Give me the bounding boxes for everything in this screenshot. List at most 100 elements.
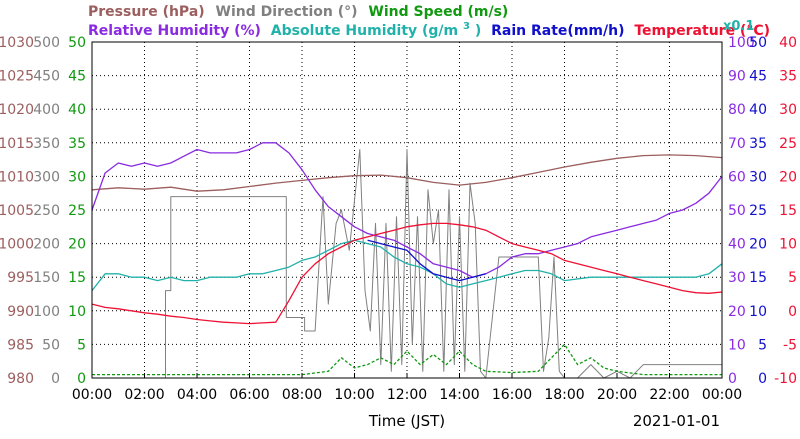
series-humidity-line <box>91 142 723 278</box>
y-tick-rain-rate: 5 <box>758 337 767 353</box>
y-tick-rain-rate: 0 <box>758 371 767 387</box>
y-tick-humidity: 80 <box>728 102 746 118</box>
series-wind-speed-line <box>92 343 722 376</box>
y-tick-wind-direction: 350 <box>33 136 60 152</box>
x-tick-label: 12:00 <box>387 387 427 403</box>
y-tick-temperature: 25 <box>779 136 797 152</box>
x-axis: 00:00 02:00 04:00 06:00 08:00 10:00 12:00 14:00… <box>72 373 742 403</box>
series-pressure-line <box>91 154 723 192</box>
y-tick-wind-direction: 400 <box>33 102 60 118</box>
x-tick-label: 04:00 <box>177 387 217 403</box>
y-tick-humidity: 40 <box>728 237 746 253</box>
x-tick-label: 18:00 <box>544 387 584 403</box>
y-tick-rain-rate: 20 <box>749 237 767 253</box>
y-tick-humidity: 10 <box>728 337 746 353</box>
y-tick-humidity: 0 <box>728 371 737 387</box>
y-tick-wind-speed: 20 <box>68 237 86 253</box>
y-tick-pressure: 980 <box>7 371 34 387</box>
date-label: 2021-01-01 <box>633 412 720 430</box>
x-tick-label: 20:00 <box>597 387 637 403</box>
y-tick-pressure: 990 <box>7 304 34 320</box>
series-temperature-line <box>91 222 723 325</box>
y-tick-wind-direction: 100 <box>33 304 60 320</box>
y-tick-rain-rate: 40 <box>749 102 767 118</box>
y-tick-rain-rate: 50 <box>749 35 767 51</box>
rain-scale-note: x0.1 <box>723 19 754 34</box>
y-tick-wind-speed: 10 <box>68 304 86 320</box>
y-tick-humidity: 60 <box>728 169 746 185</box>
y-tick-wind-speed: 0 <box>77 371 86 387</box>
legend-wind-direction: Wind Direction (°) <box>216 4 358 20</box>
y-tick-temperature: -10 <box>774 371 797 387</box>
legend-pressure: Pressure (hPa) <box>88 4 205 20</box>
axis-layer: 9809859909951000100510101015102010251030… <box>0 35 797 387</box>
y-tick-temperature: 5 <box>788 270 797 286</box>
y-tick-wind-speed: 30 <box>68 169 86 185</box>
y-tick-wind-speed: 5 <box>77 337 86 353</box>
y-tick-rain-rate: 45 <box>749 69 767 85</box>
y-tick-wind-direction: 450 <box>33 69 60 85</box>
legend-absolute-humidity-close: ) <box>475 23 481 39</box>
y-tick-rain-rate: 15 <box>749 270 767 286</box>
y-tick-temperature: 0 <box>788 304 797 320</box>
y-tick-humidity: 100 <box>728 35 755 51</box>
y-tick-temperature: 30 <box>779 102 797 118</box>
y-tick-wind-speed: 35 <box>68 136 86 152</box>
y-tick-wind-direction: 300 <box>33 169 60 185</box>
y-tick-temperature: 40 <box>779 35 797 51</box>
y-tick-pressure: 1005 <box>0 203 34 219</box>
legend-relative-humidity: Relative Humidity (%) <box>88 23 261 39</box>
series-rain-rate-line <box>367 239 486 282</box>
series-wind-direction-line <box>92 149 722 379</box>
legend-absolute-humidity: Absolute Humidity (g/m <box>271 23 458 39</box>
y-tick-humidity: 70 <box>728 136 746 152</box>
y-tick-rain-rate: 10 <box>749 304 767 320</box>
y-tick-humidity: 30 <box>728 270 746 286</box>
y-tick-wind-direction: 250 <box>33 203 60 219</box>
x-tick-label: 06:00 <box>229 387 269 403</box>
y-tick-wind-speed: 50 <box>68 35 86 51</box>
x-axis-label: Time (JST) <box>368 412 445 430</box>
legend-temperature: Temperature (°C) <box>634 23 770 39</box>
y-tick-wind-direction: 500 <box>33 35 60 51</box>
y-tick-pressure: 1000 <box>0 237 34 253</box>
y-tick-wind-direction: 0 <box>51 371 60 387</box>
y-tick-rain-rate: 30 <box>749 169 767 185</box>
legend-absolute-humidity-sup: 3 <box>463 21 470 32</box>
y-tick-wind-direction: 150 <box>33 270 60 286</box>
legend-wind-speed: Wind Speed (m/s) <box>368 4 508 20</box>
y-tick-pressure: 1020 <box>0 102 34 118</box>
x-tick-label: 00:00 <box>702 387 742 403</box>
legend-row-2: Relative Humidity (%) Absolute Humidity … <box>88 17 770 39</box>
y-tick-pressure: 995 <box>7 270 34 286</box>
y-tick-temperature: 15 <box>779 203 797 219</box>
y-tick-pressure: 985 <box>7 337 34 353</box>
x-tick-label: 10:00 <box>334 387 374 403</box>
x-tick-label: 02:00 <box>124 387 164 403</box>
y-tick-wind-speed: 40 <box>68 102 86 118</box>
y-tick-wind-speed: 25 <box>68 203 86 219</box>
x-tick-label: 00:00 <box>72 387 112 403</box>
y-tick-wind-direction: 200 <box>33 237 60 253</box>
y-tick-rain-rate: 25 <box>749 203 767 219</box>
y-tick-temperature: 35 <box>779 69 797 85</box>
y-tick-temperature: -5 <box>783 337 797 353</box>
y-tick-humidity: 20 <box>728 304 746 320</box>
y-tick-temperature: 10 <box>779 237 797 253</box>
x-tick-label: 22:00 <box>649 387 689 403</box>
y-tick-humidity: 90 <box>728 69 746 85</box>
y-tick-temperature: 20 <box>779 169 797 185</box>
y-tick-pressure: 1030 <box>0 35 34 51</box>
y-tick-pressure: 1025 <box>0 69 34 85</box>
y-tick-humidity: 50 <box>728 203 746 219</box>
legend-rain-rate: Rain Rate(mm/h) <box>491 23 624 39</box>
y-tick-rain-rate: 35 <box>749 136 767 152</box>
y-tick-pressure: 1015 <box>0 136 34 152</box>
x-tick-label: 08:00 <box>282 387 322 403</box>
legend-row-1: Pressure (hPa) Wind Direction (°) Wind S… <box>88 4 508 20</box>
x-tick-label: 14:00 <box>439 387 479 403</box>
series-layer <box>91 142 723 379</box>
